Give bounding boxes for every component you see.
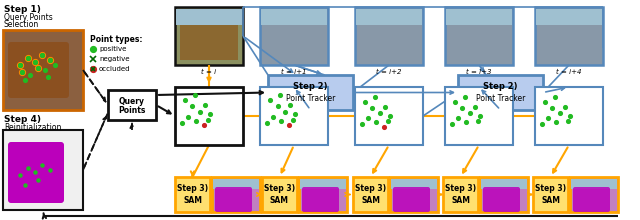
Text: Points: Points: [118, 106, 146, 114]
Text: Step 3): Step 3): [355, 184, 386, 193]
FancyBboxPatch shape: [443, 177, 478, 212]
Text: t = i+3: t = i+3: [467, 69, 492, 75]
Text: t = i+1: t = i+1: [281, 69, 307, 75]
Text: Selection: Selection: [4, 20, 39, 29]
Text: Step 2): Step 2): [293, 82, 328, 91]
FancyBboxPatch shape: [215, 187, 252, 212]
Text: Query Points: Query Points: [4, 13, 52, 22]
FancyBboxPatch shape: [481, 179, 527, 189]
Text: SAM: SAM: [361, 196, 380, 205]
FancyBboxPatch shape: [360, 17, 418, 60]
FancyBboxPatch shape: [3, 130, 83, 210]
FancyBboxPatch shape: [213, 179, 259, 189]
FancyBboxPatch shape: [540, 17, 598, 60]
FancyBboxPatch shape: [260, 87, 328, 145]
Text: t = i+4: t = i+4: [556, 69, 582, 75]
FancyBboxPatch shape: [175, 177, 210, 212]
Text: Step 1): Step 1): [4, 5, 41, 14]
FancyBboxPatch shape: [390, 177, 438, 212]
Text: Point types:: Point types:: [90, 35, 143, 44]
FancyBboxPatch shape: [260, 7, 328, 65]
FancyBboxPatch shape: [3, 30, 83, 110]
FancyBboxPatch shape: [393, 187, 430, 212]
FancyBboxPatch shape: [302, 187, 339, 212]
FancyBboxPatch shape: [571, 179, 617, 189]
Text: Reinitialization: Reinitialization: [4, 123, 61, 132]
Text: occluded: occluded: [99, 66, 131, 72]
FancyBboxPatch shape: [458, 75, 543, 110]
Text: t = i: t = i: [202, 69, 216, 75]
FancyBboxPatch shape: [300, 179, 346, 189]
FancyBboxPatch shape: [8, 42, 69, 98]
FancyBboxPatch shape: [446, 9, 512, 25]
FancyBboxPatch shape: [262, 177, 297, 212]
FancyBboxPatch shape: [533, 177, 568, 212]
Text: Step 3): Step 3): [264, 184, 295, 193]
Text: Point Tracker: Point Tracker: [476, 94, 525, 103]
FancyBboxPatch shape: [180, 17, 238, 60]
Text: SAM: SAM: [183, 196, 202, 205]
Text: negative: negative: [99, 56, 129, 62]
FancyBboxPatch shape: [450, 17, 508, 60]
FancyBboxPatch shape: [212, 177, 260, 212]
FancyBboxPatch shape: [573, 187, 610, 212]
FancyBboxPatch shape: [480, 177, 528, 212]
FancyBboxPatch shape: [356, 9, 422, 25]
Text: Point Tracker: Point Tracker: [286, 94, 335, 103]
Text: SAM: SAM: [541, 196, 560, 205]
FancyBboxPatch shape: [261, 9, 327, 25]
FancyBboxPatch shape: [483, 187, 520, 212]
Text: positive: positive: [99, 46, 126, 52]
Text: Query: Query: [119, 97, 145, 106]
Text: SAM: SAM: [451, 196, 470, 205]
FancyBboxPatch shape: [445, 7, 513, 65]
Text: t = i+2: t = i+2: [376, 69, 402, 75]
FancyBboxPatch shape: [355, 87, 423, 145]
FancyBboxPatch shape: [175, 7, 243, 65]
FancyBboxPatch shape: [391, 179, 437, 189]
FancyBboxPatch shape: [535, 7, 603, 65]
Text: SAM: SAM: [270, 196, 289, 205]
FancyBboxPatch shape: [299, 177, 347, 212]
Text: Step 3): Step 3): [177, 184, 208, 193]
Text: Step 2): Step 2): [483, 82, 518, 91]
FancyBboxPatch shape: [353, 177, 388, 212]
FancyBboxPatch shape: [265, 17, 323, 60]
FancyBboxPatch shape: [535, 87, 603, 145]
FancyBboxPatch shape: [175, 87, 243, 145]
FancyBboxPatch shape: [570, 177, 618, 212]
Text: Step 3): Step 3): [445, 184, 476, 193]
FancyBboxPatch shape: [355, 7, 423, 65]
FancyBboxPatch shape: [445, 87, 513, 145]
FancyBboxPatch shape: [8, 142, 64, 203]
FancyBboxPatch shape: [176, 9, 242, 25]
FancyBboxPatch shape: [268, 75, 353, 110]
Text: Step 3): Step 3): [535, 184, 566, 193]
Text: Step 4): Step 4): [4, 115, 41, 124]
FancyBboxPatch shape: [536, 9, 602, 25]
FancyBboxPatch shape: [108, 90, 156, 120]
